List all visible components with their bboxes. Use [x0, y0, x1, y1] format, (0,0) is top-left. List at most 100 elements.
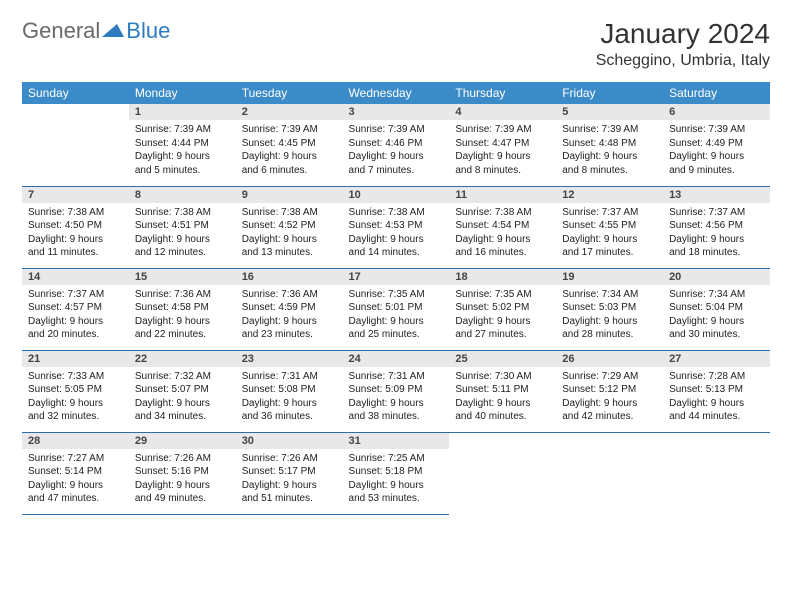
- calendar-day-cell: 4Sunrise: 7:39 AMSunset: 4:47 PMDaylight…: [449, 104, 556, 186]
- day-number: 25: [449, 351, 556, 367]
- day-number: 27: [663, 351, 770, 367]
- day-info-line: Daylight: 9 hours: [135, 397, 230, 411]
- calendar-day-cell: 31Sunrise: 7:25 AMSunset: 5:18 PMDayligh…: [343, 432, 450, 514]
- day-content: Sunrise: 7:37 AMSunset: 4:56 PMDaylight:…: [663, 203, 770, 263]
- day-info-line: and 22 minutes.: [135, 328, 230, 342]
- day-info-line: Sunset: 4:51 PM: [135, 219, 230, 233]
- day-number: 9: [236, 187, 343, 203]
- day-content: Sunrise: 7:38 AMSunset: 4:53 PMDaylight:…: [343, 203, 450, 263]
- day-content: Sunrise: 7:34 AMSunset: 5:04 PMDaylight:…: [663, 285, 770, 345]
- day-info-line: Daylight: 9 hours: [562, 150, 657, 164]
- calendar-day-cell: [556, 432, 663, 514]
- day-info-line: Sunset: 5:07 PM: [135, 383, 230, 397]
- day-content: Sunrise: 7:37 AMSunset: 4:57 PMDaylight:…: [22, 285, 129, 345]
- day-number: 14: [22, 269, 129, 285]
- calendar-day-cell: 12Sunrise: 7:37 AMSunset: 4:55 PMDayligh…: [556, 186, 663, 268]
- day-info-line: Sunrise: 7:39 AM: [242, 123, 337, 137]
- calendar-day-cell: 21Sunrise: 7:33 AMSunset: 5:05 PMDayligh…: [22, 350, 129, 432]
- day-info-line: and 14 minutes.: [349, 246, 444, 260]
- day-info-line: Daylight: 9 hours: [135, 315, 230, 329]
- day-info-line: Sunrise: 7:39 AM: [349, 123, 444, 137]
- day-number: 7: [22, 187, 129, 203]
- day-number: 30: [236, 433, 343, 449]
- calendar-week-row: 28Sunrise: 7:27 AMSunset: 5:14 PMDayligh…: [22, 432, 770, 514]
- calendar-day-cell: 30Sunrise: 7:26 AMSunset: 5:17 PMDayligh…: [236, 432, 343, 514]
- day-info-line: Sunrise: 7:26 AM: [135, 452, 230, 466]
- day-info-line: and 28 minutes.: [562, 328, 657, 342]
- day-info-line: Sunrise: 7:39 AM: [669, 123, 764, 137]
- day-info-line: Sunset: 5:12 PM: [562, 383, 657, 397]
- day-info-line: Sunrise: 7:38 AM: [135, 206, 230, 220]
- day-info-line: Sunrise: 7:36 AM: [242, 288, 337, 302]
- day-info-line: Sunset: 4:57 PM: [28, 301, 123, 315]
- logo: General Blue: [22, 18, 170, 44]
- day-number: 22: [129, 351, 236, 367]
- calendar-day-cell: 22Sunrise: 7:32 AMSunset: 5:07 PMDayligh…: [129, 350, 236, 432]
- calendar-day-cell: [663, 432, 770, 514]
- day-number: 3: [343, 104, 450, 120]
- day-info-line: Daylight: 9 hours: [455, 150, 550, 164]
- day-content: Sunrise: 7:39 AMSunset: 4:46 PMDaylight:…: [343, 120, 450, 180]
- day-number: 23: [236, 351, 343, 367]
- day-info-line: Sunset: 4:48 PM: [562, 137, 657, 151]
- day-info-line: Sunrise: 7:28 AM: [669, 370, 764, 384]
- day-number: 28: [22, 433, 129, 449]
- day-number: 10: [343, 187, 450, 203]
- day-info-line: Daylight: 9 hours: [349, 233, 444, 247]
- day-info-line: Sunset: 5:17 PM: [242, 465, 337, 479]
- day-info-line: Sunrise: 7:37 AM: [562, 206, 657, 220]
- day-info-line: Daylight: 9 hours: [669, 397, 764, 411]
- day-info-line: and 20 minutes.: [28, 328, 123, 342]
- day-content: Sunrise: 7:38 AMSunset: 4:54 PMDaylight:…: [449, 203, 556, 263]
- day-info-line: Sunrise: 7:38 AM: [28, 206, 123, 220]
- day-info-line: Daylight: 9 hours: [242, 315, 337, 329]
- day-content: Sunrise: 7:38 AMSunset: 4:51 PMDaylight:…: [129, 203, 236, 263]
- day-info-line: and 38 minutes.: [349, 410, 444, 424]
- day-number: 31: [343, 433, 450, 449]
- day-info-line: Sunset: 5:11 PM: [455, 383, 550, 397]
- day-content: Sunrise: 7:26 AMSunset: 5:17 PMDaylight:…: [236, 449, 343, 509]
- calendar-day-cell: [449, 432, 556, 514]
- weekday-header: Wednesday: [343, 82, 450, 104]
- day-info-line: Sunrise: 7:27 AM: [28, 452, 123, 466]
- day-info-line: Daylight: 9 hours: [349, 479, 444, 493]
- calendar-week-row: 14Sunrise: 7:37 AMSunset: 4:57 PMDayligh…: [22, 268, 770, 350]
- calendar-day-cell: 20Sunrise: 7:34 AMSunset: 5:04 PMDayligh…: [663, 268, 770, 350]
- calendar-day-cell: 16Sunrise: 7:36 AMSunset: 4:59 PMDayligh…: [236, 268, 343, 350]
- calendar-day-cell: 8Sunrise: 7:38 AMSunset: 4:51 PMDaylight…: [129, 186, 236, 268]
- day-info-line: Sunset: 4:54 PM: [455, 219, 550, 233]
- location-subtitle: Scheggino, Umbria, Italy: [596, 52, 770, 70]
- calendar-day-cell: 26Sunrise: 7:29 AMSunset: 5:12 PMDayligh…: [556, 350, 663, 432]
- day-info-line: Daylight: 9 hours: [455, 233, 550, 247]
- day-info-line: Sunrise: 7:34 AM: [669, 288, 764, 302]
- day-number: 11: [449, 187, 556, 203]
- day-info-line: Daylight: 9 hours: [242, 150, 337, 164]
- day-content: Sunrise: 7:39 AMSunset: 4:48 PMDaylight:…: [556, 120, 663, 180]
- calendar-day-cell: 27Sunrise: 7:28 AMSunset: 5:13 PMDayligh…: [663, 350, 770, 432]
- logo-triangle-icon: [102, 22, 124, 40]
- calendar-day-cell: 9Sunrise: 7:38 AMSunset: 4:52 PMDaylight…: [236, 186, 343, 268]
- day-number: 20: [663, 269, 770, 285]
- day-info-line: Daylight: 9 hours: [28, 233, 123, 247]
- calendar-day-cell: 25Sunrise: 7:30 AMSunset: 5:11 PMDayligh…: [449, 350, 556, 432]
- day-info-line: Daylight: 9 hours: [669, 233, 764, 247]
- day-number: 5: [556, 104, 663, 120]
- day-info-line: Daylight: 9 hours: [562, 397, 657, 411]
- day-info-line: and 42 minutes.: [562, 410, 657, 424]
- day-info-line: Sunset: 4:50 PM: [28, 219, 123, 233]
- day-content: Sunrise: 7:37 AMSunset: 4:55 PMDaylight:…: [556, 203, 663, 263]
- day-info-line: and 8 minutes.: [562, 164, 657, 178]
- day-info-line: Sunset: 5:08 PM: [242, 383, 337, 397]
- day-info-line: and 49 minutes.: [135, 492, 230, 506]
- day-info-line: Daylight: 9 hours: [28, 315, 123, 329]
- day-content: Sunrise: 7:33 AMSunset: 5:05 PMDaylight:…: [22, 367, 129, 427]
- day-info-line: Daylight: 9 hours: [135, 479, 230, 493]
- day-info-line: and 44 minutes.: [669, 410, 764, 424]
- day-info-line: Sunrise: 7:38 AM: [349, 206, 444, 220]
- day-info-line: Sunrise: 7:35 AM: [455, 288, 550, 302]
- day-content: Sunrise: 7:25 AMSunset: 5:18 PMDaylight:…: [343, 449, 450, 509]
- day-info-line: Sunset: 4:46 PM: [349, 137, 444, 151]
- calendar-day-cell: 7 Sunrise: 7:38 AMSunset: 4:50 PMDaylight…: [22, 186, 129, 268]
- weekday-header: Saturday: [663, 82, 770, 104]
- day-info-line: Daylight: 9 hours: [349, 397, 444, 411]
